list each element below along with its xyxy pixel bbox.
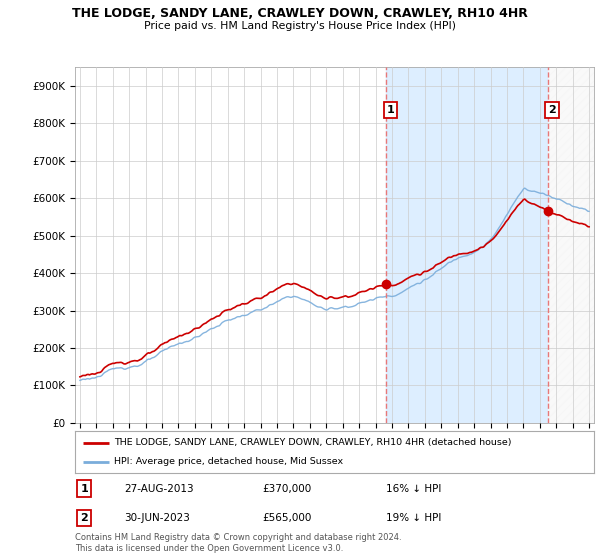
Text: THE LODGE, SANDY LANE, CRAWLEY DOWN, CRAWLEY, RH10 4HR: THE LODGE, SANDY LANE, CRAWLEY DOWN, CRA…: [72, 7, 528, 20]
Bar: [548, 67, 594, 423]
Text: 30-JUN-2023: 30-JUN-2023: [124, 513, 190, 522]
Text: 27-AUG-2013: 27-AUG-2013: [124, 484, 194, 493]
Text: HPI: Average price, detached house, Mid Sussex: HPI: Average price, detached house, Mid …: [114, 458, 343, 466]
Text: £565,000: £565,000: [262, 513, 311, 522]
Text: 2: 2: [80, 513, 88, 522]
Text: 1: 1: [386, 105, 394, 115]
Bar: [386, 67, 548, 423]
Text: Price paid vs. HM Land Registry's House Price Index (HPI): Price paid vs. HM Land Registry's House …: [144, 21, 456, 31]
Bar: [548, 67, 594, 423]
Text: £370,000: £370,000: [262, 484, 311, 493]
Text: THE LODGE, SANDY LANE, CRAWLEY DOWN, CRAWLEY, RH10 4HR (detached house): THE LODGE, SANDY LANE, CRAWLEY DOWN, CRA…: [114, 438, 511, 447]
Text: Contains HM Land Registry data © Crown copyright and database right 2024.
This d: Contains HM Land Registry data © Crown c…: [75, 533, 401, 553]
Text: 2: 2: [548, 105, 556, 115]
Text: 19% ↓ HPI: 19% ↓ HPI: [386, 513, 442, 522]
Text: 1: 1: [80, 484, 88, 493]
Text: 16% ↓ HPI: 16% ↓ HPI: [386, 484, 442, 493]
